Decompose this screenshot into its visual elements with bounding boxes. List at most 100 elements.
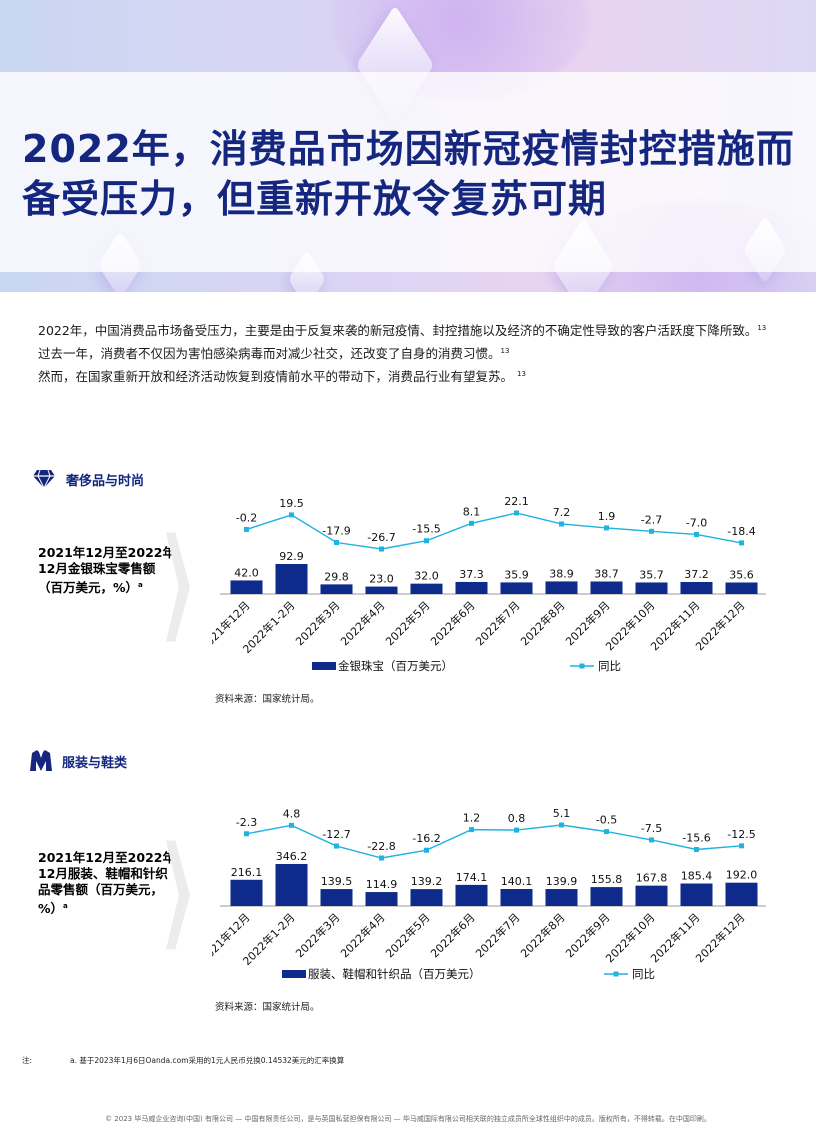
chart-bar — [725, 582, 758, 594]
yoy-point — [514, 827, 519, 833]
legend-bar-swatch — [282, 970, 306, 978]
bar-value-label: 346.2 — [276, 850, 308, 863]
bar-value-label: 139.5 — [321, 875, 353, 888]
chart-bar — [680, 581, 713, 594]
bar-value-label: 32.0 — [414, 570, 439, 583]
yoy-value-label: -26.7 — [367, 531, 395, 544]
x-tick-label: 2022年5月 — [382, 598, 432, 648]
section-heading-label: 服装与鞋类 — [62, 755, 128, 771]
yoy-value-label: -2.3 — [236, 816, 257, 829]
yoy-point — [739, 540, 744, 546]
footnote-ref: 13 — [757, 323, 767, 332]
legend-line-label: 同比 — [598, 659, 621, 673]
bar-value-label: 37.3 — [459, 568, 484, 581]
footnote-ref: 13 — [500, 346, 510, 355]
yoy-value-label: 4.8 — [283, 807, 301, 820]
chart-side-label-text: 2021年12月至2022年12月服装、鞋帽和针织品零售额（百万美元，%） — [38, 850, 175, 917]
yoy-point — [604, 525, 609, 531]
chart-bar — [590, 581, 623, 594]
yoy-point — [694, 846, 699, 852]
yoy-point — [559, 822, 564, 828]
legend-line-marker — [579, 663, 585, 669]
chart-bar — [230, 879, 263, 906]
chart-bar — [410, 583, 443, 594]
legend-bar-label: 服装、鞋帽和针织品（百万美元） — [308, 967, 481, 981]
yoy-value-label: -22.8 — [367, 840, 395, 853]
chart-source: 资料来源：国家统计局。 — [215, 1002, 320, 1013]
chart-bar — [545, 581, 578, 594]
x-tick-label: 2022年5月 — [382, 910, 432, 960]
bar-value-label: 37.2 — [684, 568, 709, 581]
intro-paragraph: 过去一年，消费者不仅因为害怕感染病毒而对减少社交，还改变了自身的消费习惯。13 — [38, 345, 783, 362]
yoy-value-label: -16.2 — [412, 832, 440, 845]
chart-bar — [455, 884, 488, 906]
yoy-point — [289, 822, 294, 828]
chart-side-label-text: 2021年12月至2022年12月金银珠宝零售额（百万美元，%） — [38, 545, 175, 596]
yoy-point — [559, 521, 564, 527]
yoy-point — [649, 837, 654, 843]
yoy-value-label: -0.2 — [236, 511, 257, 524]
intro-paragraph: 2022年，中国消费品市场备受压力，主要是由于反复来袭的新冠疫情、封控措施以及经… — [38, 322, 783, 339]
yoy-value-label: -0.5 — [596, 814, 617, 827]
chart-jewelry-sales: 42.02021年12月92.92022年1-2月29.82022年3月23.0… — [212, 495, 766, 673]
intro-paragraph-text: 过去一年，消费者不仅因为害怕感染病毒而对减少社交，还改变了自身的消费习惯。 — [38, 346, 501, 361]
yoy-value-label: -7.5 — [641, 822, 662, 835]
chart-bar — [410, 889, 443, 906]
diamond-icon — [33, 469, 55, 489]
yoy-value-label: -15.6 — [682, 831, 710, 844]
bar-value-label: 42.0 — [234, 566, 259, 579]
intro-paragraph-text: 2022年，中国消费品市场备受压力，主要是由于反复来袭的新冠疫情、封控措施以及经… — [38, 323, 758, 338]
note-label: 注: — [22, 1056, 33, 1065]
yoy-value-label: 1.2 — [463, 812, 481, 825]
yoy-value-label: -12.7 — [322, 828, 350, 841]
hero-banner: 2022年，消费品市场因新冠疫情封控措施而备受压力，但重新开放令复苏可期 — [0, 0, 816, 292]
bar-value-label: 139.9 — [546, 875, 578, 888]
yoy-point — [379, 546, 384, 552]
yoy-point — [469, 827, 474, 833]
yoy-line — [246, 512, 742, 550]
chevron-decoration — [166, 840, 190, 950]
bar-value-label: 174.1 — [456, 871, 488, 884]
legend-line-label: 同比 — [632, 967, 655, 981]
chart-bar — [455, 581, 488, 594]
intro-paragraph-text: 然而，在国家重新开放和经济活动恢复到疫情前水平的带动下，消费品行业有望复苏。 — [38, 369, 514, 384]
yoy-value-label: 1.9 — [598, 510, 616, 523]
yoy-point — [244, 831, 249, 837]
yoy-point — [424, 538, 429, 544]
chart-bar — [275, 864, 308, 906]
chart-bar — [545, 889, 578, 906]
bar-value-label: 167.8 — [636, 872, 668, 885]
bar-value-label: 35.9 — [504, 568, 529, 581]
legend-line-marker — [613, 971, 619, 977]
bar-value-label: 35.7 — [639, 568, 664, 581]
chart-bar — [635, 885, 668, 906]
bar-value-label: 35.6 — [729, 569, 754, 582]
yoy-point — [424, 847, 429, 853]
x-tick-label: 2022年8月 — [517, 910, 567, 960]
yoy-value-label: 0.8 — [508, 812, 526, 825]
chart-bar — [725, 882, 758, 906]
chevron-decoration — [166, 532, 190, 642]
yoy-point — [469, 520, 474, 526]
yoy-point — [649, 528, 654, 534]
section-heading-apparel: 服装与鞋类 — [30, 749, 127, 773]
bar-value-label: 92.9 — [279, 550, 304, 563]
yoy-value-label: 22.1 — [504, 495, 529, 508]
x-tick-label: 2022年6月 — [427, 598, 477, 648]
yoy-value-label: 5.1 — [553, 807, 571, 820]
yoy-value-label: -15.5 — [412, 523, 440, 536]
bar-value-label: 38.7 — [594, 568, 619, 581]
chart-bar — [500, 582, 533, 594]
chart-side-label: 2021年12月至2022年12月金银珠宝零售额（百万美元，%）a — [38, 545, 178, 596]
chart-bar — [500, 889, 533, 906]
x-tick-label: 2022年4月 — [337, 910, 387, 960]
yoy-value-label: 8.1 — [463, 505, 481, 518]
yoy-value-label: -18.4 — [727, 525, 755, 538]
bar-value-label: 155.8 — [591, 873, 623, 886]
suit-icon — [30, 750, 52, 771]
x-tick-label: 2022年7月 — [472, 910, 522, 960]
chart-bar — [635, 582, 668, 594]
bar-value-label: 185.4 — [681, 870, 713, 883]
yoy-line — [246, 824, 742, 859]
yoy-point — [604, 829, 609, 835]
